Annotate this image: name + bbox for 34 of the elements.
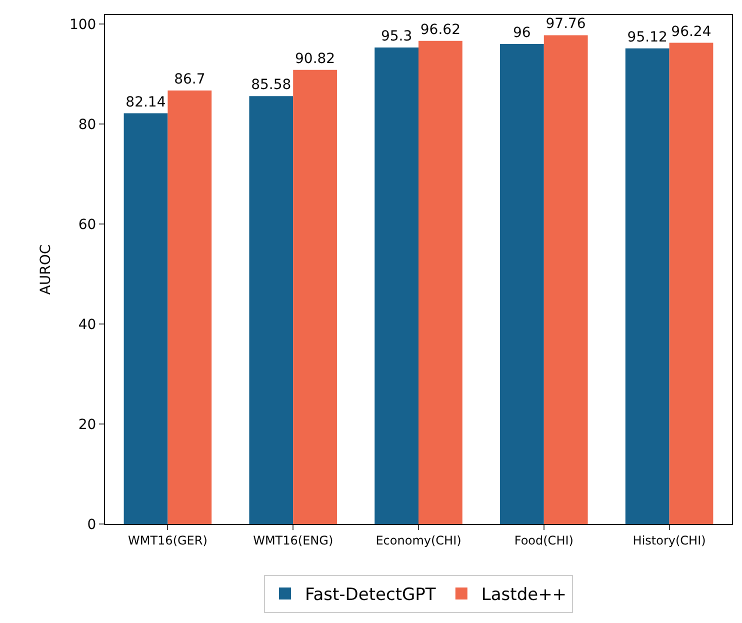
x-tick-label: WMT16(GER): [128, 533, 208, 548]
bar: [500, 44, 544, 524]
bar: [669, 42, 714, 524]
y-axis-title: AUROC: [38, 244, 54, 295]
y-tick-label: 40: [78, 316, 96, 333]
bar: [249, 96, 294, 524]
x-tick-label: WMT16(ENG): [253, 533, 334, 548]
bar: [124, 113, 168, 524]
x-tick-label: Economy(CHI): [376, 533, 462, 548]
data-label: 96.24: [671, 24, 712, 40]
bar: [544, 35, 588, 524]
data-label: 90.82: [295, 50, 336, 67]
y-tick-label: 20: [78, 416, 96, 433]
x-tick-label: Food(CHI): [514, 533, 574, 548]
bar: [168, 90, 212, 524]
data-label: 82.14: [126, 94, 166, 110]
data-label: 95.3: [380, 28, 412, 44]
y-tick-label: 0: [87, 516, 96, 533]
y-tick-label: 80: [78, 116, 96, 133]
legend-label: Fast-DetectGPT: [305, 585, 436, 606]
data-label: 97.76: [546, 16, 586, 32]
legend-label: Lastde++: [481, 585, 567, 606]
data-label: 86.7: [174, 72, 206, 88]
bar: [293, 70, 337, 524]
bar: [374, 48, 418, 524]
data-label: 96.62: [420, 22, 460, 38]
bar: [418, 40, 462, 524]
data-label: 95.12: [627, 29, 668, 46]
data-label: 85.58: [251, 77, 292, 94]
y-tick-label: 100: [69, 16, 96, 33]
x-tick-label: History(CHI): [632, 533, 706, 548]
data-label: 96: [513, 25, 531, 41]
bar: [625, 48, 670, 524]
y-tick-label: 60: [78, 216, 96, 233]
